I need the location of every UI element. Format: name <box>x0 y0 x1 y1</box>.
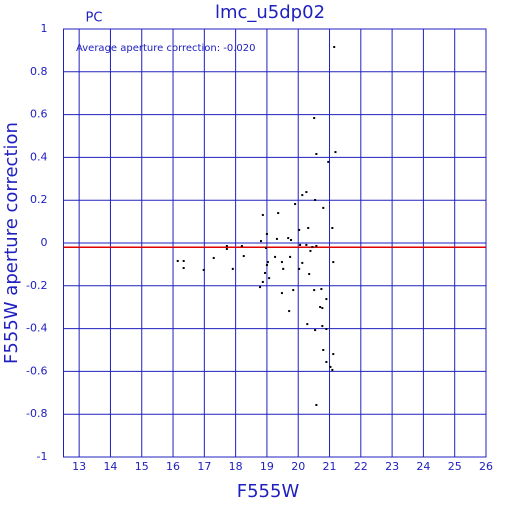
point <box>332 261 335 264</box>
point <box>259 240 262 243</box>
y-tick-label: -0.4 <box>26 322 47 335</box>
point <box>298 267 301 270</box>
point <box>282 267 285 270</box>
point <box>315 403 318 406</box>
point <box>225 247 228 250</box>
point <box>313 117 316 120</box>
point <box>242 255 245 258</box>
x-tick-label: 15 <box>135 460 149 473</box>
point <box>240 244 243 247</box>
x-tick-label: 20 <box>291 460 305 473</box>
point <box>280 261 283 264</box>
x-tick-label: 22 <box>354 460 368 473</box>
point <box>268 277 271 280</box>
point <box>259 286 262 289</box>
point <box>305 243 308 246</box>
point <box>301 261 304 264</box>
point <box>225 244 228 247</box>
y-tick-label: 0.8 <box>30 65 48 78</box>
point <box>275 237 278 240</box>
x-tick-label: 26 <box>479 460 493 473</box>
point <box>325 360 328 363</box>
point <box>261 213 264 216</box>
point <box>294 203 297 206</box>
point <box>264 271 267 274</box>
point <box>331 368 334 371</box>
y-tick-label: -1 <box>37 450 48 463</box>
point <box>313 289 316 292</box>
point <box>322 206 325 209</box>
point <box>315 244 318 247</box>
x-tick-label: 24 <box>416 460 430 473</box>
point <box>307 227 310 230</box>
point <box>314 198 317 201</box>
point <box>292 289 295 292</box>
y-tick-label: 1 <box>41 22 48 35</box>
point <box>202 268 205 271</box>
point <box>311 246 314 249</box>
y-tick-label: 0.4 <box>30 150 48 163</box>
x-tick-label: 18 <box>229 460 243 473</box>
point <box>298 228 301 231</box>
point <box>309 249 312 252</box>
y-tick-label: 0.2 <box>30 193 48 206</box>
point <box>231 267 234 270</box>
point <box>182 259 185 262</box>
point <box>322 349 325 351</box>
x-tick-label: 16 <box>166 460 180 473</box>
point <box>266 261 269 264</box>
point <box>327 160 330 163</box>
point <box>288 310 291 313</box>
point <box>305 191 308 194</box>
y-tick-label: 0 <box>41 236 48 249</box>
point <box>287 237 290 240</box>
point <box>333 45 336 48</box>
corner-label: PC <box>86 11 103 26</box>
point <box>331 227 334 230</box>
point <box>325 298 328 301</box>
point <box>212 256 215 259</box>
point <box>299 243 302 246</box>
point <box>274 255 277 258</box>
point <box>334 151 337 154</box>
point <box>319 305 322 308</box>
x-axis-label: F555W <box>237 481 300 502</box>
x-tick-label: 25 <box>448 460 462 473</box>
point <box>301 194 304 197</box>
point <box>261 280 264 283</box>
point <box>332 353 335 356</box>
x-tick-label: 23 <box>385 460 399 473</box>
point <box>329 365 332 368</box>
y-tick-label: -0.2 <box>26 279 47 292</box>
point <box>306 323 309 326</box>
point <box>265 264 268 267</box>
x-tick-label: 17 <box>197 460 211 473</box>
point <box>315 152 318 155</box>
point <box>280 292 283 295</box>
point <box>321 325 324 328</box>
point <box>264 246 267 249</box>
point <box>314 329 317 332</box>
point <box>277 212 280 215</box>
y-tick-label: -0.8 <box>26 407 47 420</box>
point <box>265 233 268 236</box>
point <box>308 273 311 276</box>
point <box>321 307 324 310</box>
point <box>182 267 185 270</box>
point <box>176 259 179 262</box>
annotation: Average aperture correction: -0.020 <box>76 43 256 54</box>
x-tick-label: 19 <box>260 460 274 473</box>
point <box>320 288 323 291</box>
point <box>325 328 328 331</box>
y-tick-label: -0.6 <box>26 364 47 377</box>
point <box>289 255 292 258</box>
point <box>290 239 293 242</box>
y-axis-label: F555W aperture correction <box>1 122 22 364</box>
x-tick-label: 14 <box>103 460 117 473</box>
x-tick-label: 13 <box>72 460 86 473</box>
y-tick-label: 0.6 <box>30 108 48 121</box>
x-tick-label: 21 <box>323 460 337 473</box>
chart-title: lmc_u5dp02 <box>215 2 325 23</box>
